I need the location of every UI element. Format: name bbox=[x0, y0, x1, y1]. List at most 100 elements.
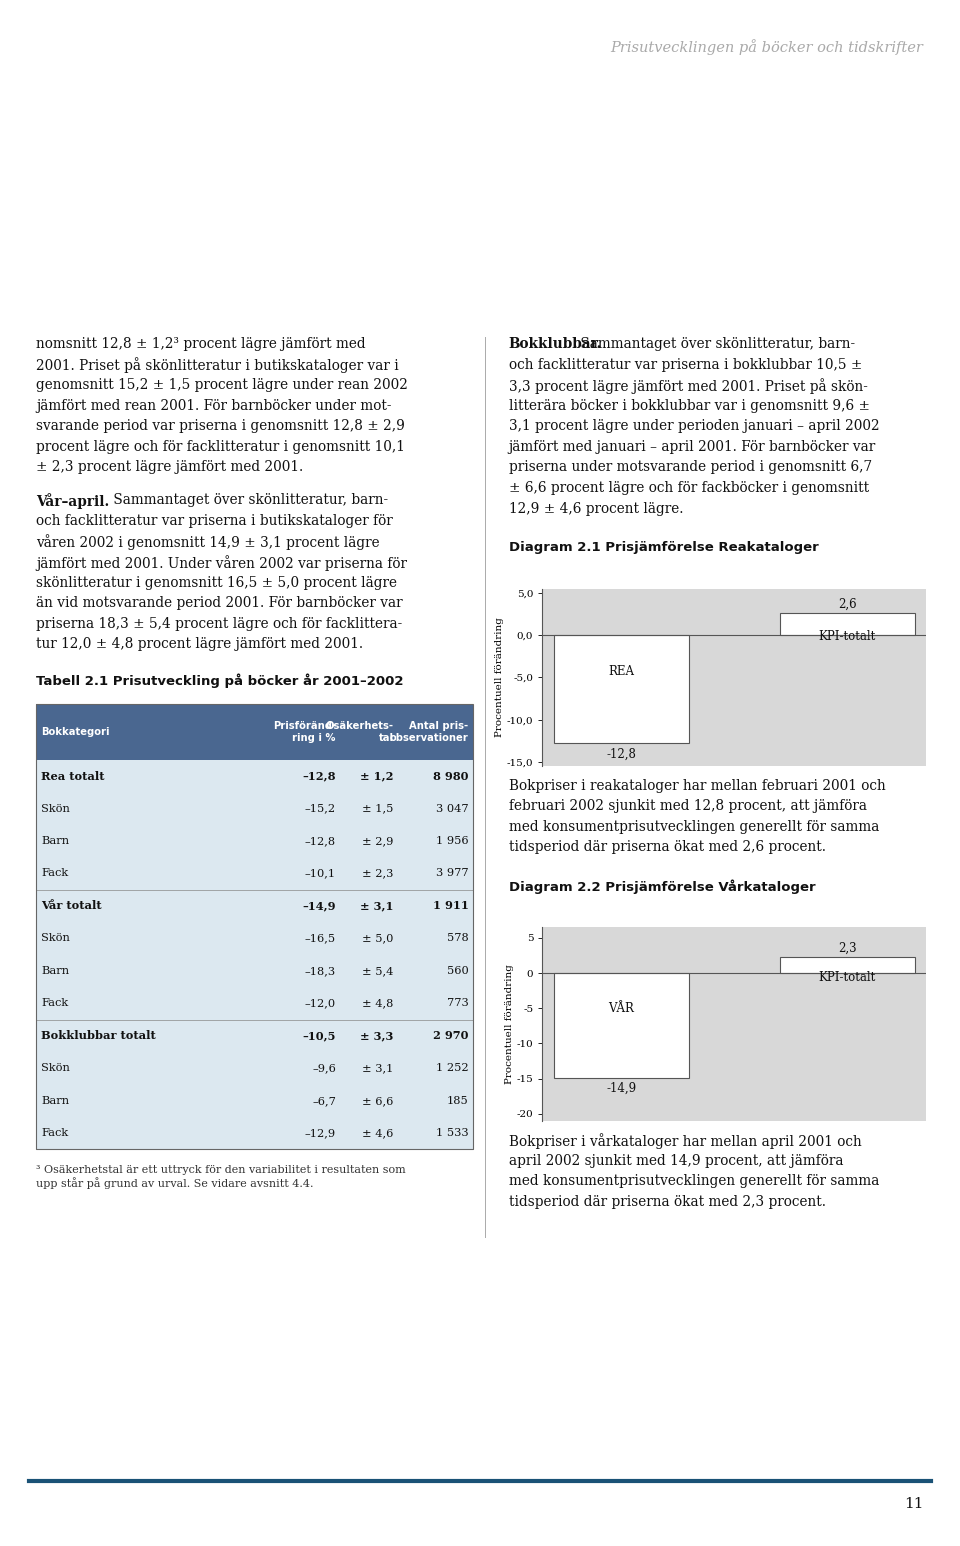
Text: 2 970: 2 970 bbox=[433, 1030, 468, 1042]
Text: jämfört med januari – april 2001. För barnböcker var: jämfört med januari – april 2001. För ba… bbox=[509, 439, 876, 455]
Bar bbox=[36, 703, 473, 1149]
Text: genomsnitt 15,2 ± 1,5 procent lägre under rean 2002: genomsnitt 15,2 ± 1,5 procent lägre unde… bbox=[36, 379, 408, 393]
Text: –10,5: –10,5 bbox=[302, 1030, 336, 1042]
Text: Tabell 2.1 Prisutveckling på böcker år 2001–2002: Tabell 2.1 Prisutveckling på böcker år 2… bbox=[36, 673, 404, 688]
Text: Barn: Barn bbox=[41, 836, 69, 846]
Text: 3 977: 3 977 bbox=[436, 869, 468, 878]
Text: februari 2002 sjunkit med 12,8 procent, att jämföra: februari 2002 sjunkit med 12,8 procent, … bbox=[509, 799, 867, 813]
Text: Skön: Skön bbox=[41, 804, 70, 813]
Text: Diagram 2.2 Prisjämförelse Vårkataloger: Diagram 2.2 Prisjämförelse Vårkataloger bbox=[509, 880, 815, 894]
Text: 1 533: 1 533 bbox=[436, 1129, 468, 1138]
Bar bbox=[780, 614, 915, 635]
Bar bbox=[554, 635, 689, 744]
Text: 12,9 ± 4,6 procent lägre.: 12,9 ± 4,6 procent lägre. bbox=[509, 501, 684, 515]
Text: tidsperiod där priserna ökat med 2,6 procent.: tidsperiod där priserna ökat med 2,6 pro… bbox=[509, 841, 826, 855]
Bar bbox=[36, 921, 473, 954]
Text: REA: REA bbox=[609, 665, 635, 677]
Text: –16,5: –16,5 bbox=[305, 934, 336, 943]
Text: 1 956: 1 956 bbox=[436, 836, 468, 846]
Text: ± 3,1: ± 3,1 bbox=[362, 1064, 394, 1073]
Text: priserna 18,3 ± 5,4 procent lägre och för facklittera-: priserna 18,3 ± 5,4 procent lägre och fö… bbox=[36, 617, 403, 631]
Text: 185: 185 bbox=[446, 1096, 468, 1105]
Text: ± 1,2: ± 1,2 bbox=[360, 770, 394, 782]
Text: ± 6,6 procent lägre och för fackböcker i genomsnitt: ± 6,6 procent lägre och för fackböcker i… bbox=[509, 481, 869, 495]
Text: KPI-totalt: KPI-totalt bbox=[819, 971, 876, 985]
Text: ± 1,5: ± 1,5 bbox=[362, 804, 394, 813]
Text: tidsperiod där priserna ökat med 2,3 procent.: tidsperiod där priserna ökat med 2,3 pro… bbox=[509, 1195, 826, 1209]
Text: –12,0: –12,0 bbox=[305, 999, 336, 1008]
Text: Bokpriser i reakataloger har mellan februari 2001 och: Bokpriser i reakataloger har mellan febr… bbox=[509, 779, 885, 793]
Y-axis label: Procentuell förändring: Procentuell förändring bbox=[495, 617, 504, 737]
Text: -12,8: -12,8 bbox=[607, 748, 636, 761]
Bar bbox=[36, 1019, 473, 1051]
Text: Bokklubbar.: Bokklubbar. bbox=[509, 337, 602, 351]
Bar bbox=[36, 986, 473, 1019]
Bar bbox=[36, 824, 473, 856]
Text: ³ Osäkerhetstal är ett uttryck för den variabilitet i resultaten som
upp står på: ³ Osäkerhetstal är ett uttryck för den v… bbox=[36, 1164, 406, 1189]
Text: Barn: Barn bbox=[41, 966, 69, 976]
Text: Vår totalt: Vår totalt bbox=[41, 900, 102, 912]
Text: 560: 560 bbox=[446, 966, 468, 976]
Text: 8 980: 8 980 bbox=[433, 770, 468, 782]
Text: KPI-totalt: KPI-totalt bbox=[819, 631, 876, 643]
Text: Sammantaget över skönlitteratur, barn-: Sammantaget över skönlitteratur, barn- bbox=[109, 493, 389, 507]
Bar bbox=[36, 1084, 473, 1116]
Text: –18,3: –18,3 bbox=[305, 966, 336, 976]
Text: 11: 11 bbox=[904, 1497, 924, 1510]
Text: 3,1 procent lägre under perioden januari – april 2002: 3,1 procent lägre under perioden januari… bbox=[509, 419, 879, 433]
Text: –12,9: –12,9 bbox=[305, 1129, 336, 1138]
Text: ± 4,8: ± 4,8 bbox=[362, 999, 394, 1008]
Text: –9,6: –9,6 bbox=[312, 1064, 336, 1073]
Text: jämfört med 2001. Under våren 2002 var priserna för: jämfört med 2001. Under våren 2002 var p… bbox=[36, 555, 407, 570]
Text: Rea totalt: Rea totalt bbox=[41, 770, 105, 782]
Text: än vid motsvarande period 2001. För barnböcker var: än vid motsvarande period 2001. För barn… bbox=[36, 597, 403, 611]
Text: Prisföränd-
ring i %: Prisföränd- ring i % bbox=[273, 722, 336, 742]
Text: Fack: Fack bbox=[41, 1129, 68, 1138]
Text: 1 911: 1 911 bbox=[433, 900, 468, 912]
Text: Prisutvecklingen på böcker och tidskrifter: Prisutvecklingen på böcker och tidskrift… bbox=[611, 39, 924, 54]
Text: tur 12,0 ± 4,8 procent lägre jämfört med 2001.: tur 12,0 ± 4,8 procent lägre jämfört med… bbox=[36, 637, 364, 651]
Text: Fack: Fack bbox=[41, 999, 68, 1008]
Bar bbox=[36, 1051, 473, 1084]
Text: VÅR: VÅR bbox=[609, 1002, 635, 1014]
Text: Bokpriser i vårkataloger har mellan april 2001 och: Bokpriser i vårkataloger har mellan apri… bbox=[509, 1133, 861, 1149]
Text: Skön: Skön bbox=[41, 934, 70, 943]
Text: 3 047: 3 047 bbox=[436, 804, 468, 813]
Text: –14,9: –14,9 bbox=[302, 900, 336, 912]
Bar bbox=[36, 792, 473, 824]
Text: ± 6,6: ± 6,6 bbox=[362, 1096, 394, 1105]
Text: ± 3,1: ± 3,1 bbox=[360, 900, 394, 912]
Text: våren 2002 i genomsnitt 14,9 ± 3,1 procent lägre: våren 2002 i genomsnitt 14,9 ± 3,1 proce… bbox=[36, 535, 380, 550]
Bar bbox=[780, 957, 915, 972]
Text: Fack: Fack bbox=[41, 869, 68, 878]
Text: ± 2,3: ± 2,3 bbox=[362, 869, 394, 878]
Text: Skön: Skön bbox=[41, 1064, 70, 1073]
Text: 2,6: 2,6 bbox=[838, 598, 856, 611]
Text: svarande period var priserna i genomsnitt 12,8 ± 2,9: svarande period var priserna i genomsnit… bbox=[36, 419, 405, 433]
Text: Osäkerhets-
tal: Osäkerhets- tal bbox=[325, 722, 394, 742]
Text: jämfört med rean 2001. För barnböcker under mot-: jämfört med rean 2001. För barnböcker un… bbox=[36, 399, 392, 413]
Text: –15,2: –15,2 bbox=[305, 804, 336, 813]
Text: 3,3 procent lägre jämfört med 2001. Priset på skön-: 3,3 procent lägre jämfört med 2001. Pris… bbox=[509, 379, 868, 394]
Text: 2,3: 2,3 bbox=[838, 942, 856, 955]
Text: Antal pris-
observationer: Antal pris- observationer bbox=[390, 722, 468, 742]
Text: –12,8: –12,8 bbox=[305, 836, 336, 846]
Text: ± 3,3: ± 3,3 bbox=[360, 1030, 394, 1042]
Text: ± 5,0: ± 5,0 bbox=[362, 934, 394, 943]
Text: ± 5,4: ± 5,4 bbox=[362, 966, 394, 976]
Text: –6,7: –6,7 bbox=[312, 1096, 336, 1105]
Text: priserna under motsvarande period i genomsnitt 6,7: priserna under motsvarande period i geno… bbox=[509, 461, 872, 475]
Text: 1 252: 1 252 bbox=[436, 1064, 468, 1073]
Text: Barn: Barn bbox=[41, 1096, 69, 1105]
Text: Bokklubbar totalt: Bokklubbar totalt bbox=[41, 1030, 156, 1042]
Bar bbox=[36, 703, 473, 759]
Text: 773: 773 bbox=[446, 999, 468, 1008]
Bar bbox=[36, 954, 473, 986]
Text: nomsnitt 12,8 ± 1,2³ procent lägre jämfört med: nomsnitt 12,8 ± 1,2³ procent lägre jämfö… bbox=[36, 337, 366, 351]
Text: –10,1: –10,1 bbox=[305, 869, 336, 878]
Bar bbox=[554, 972, 689, 1078]
Text: -14,9: -14,9 bbox=[607, 1081, 636, 1095]
Text: 2001. Priset på skönlitteratur i butikskataloger var i: 2001. Priset på skönlitteratur i butiksk… bbox=[36, 357, 399, 374]
Bar bbox=[36, 856, 473, 889]
Text: ± 4,6: ± 4,6 bbox=[362, 1129, 394, 1138]
